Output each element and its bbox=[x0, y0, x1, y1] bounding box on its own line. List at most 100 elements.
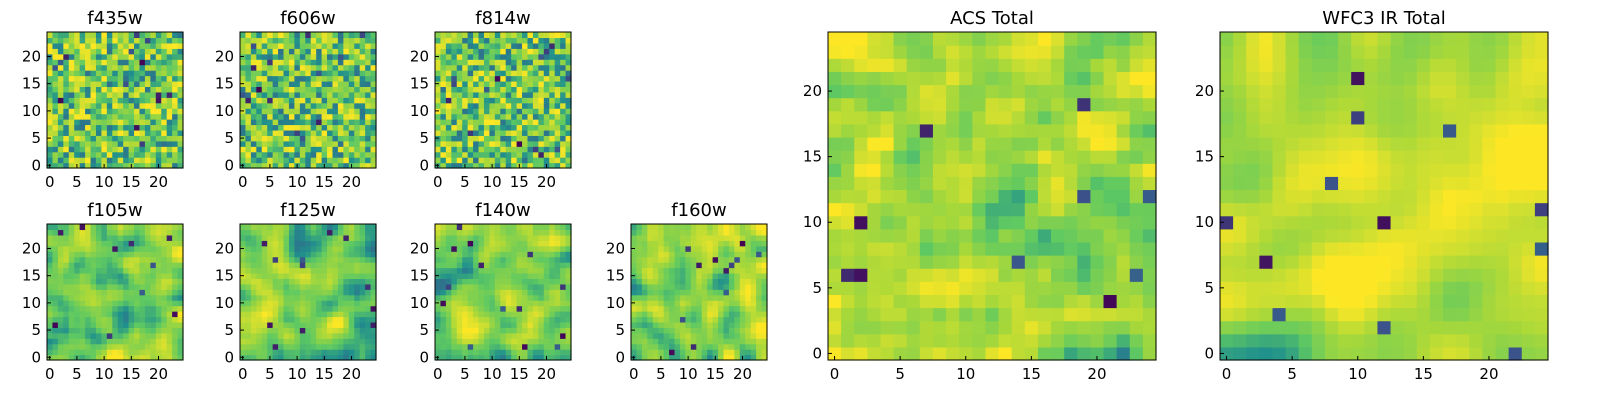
heatmap-cell bbox=[473, 229, 480, 236]
heatmap-cell bbox=[52, 129, 59, 136]
heatmap-cell bbox=[456, 278, 463, 285]
heatmap-cell bbox=[435, 97, 442, 104]
y-tick-label: 0 bbox=[419, 348, 429, 366]
heatmap-cell bbox=[166, 278, 173, 285]
heatmap-cell bbox=[365, 229, 372, 236]
heatmap-cell bbox=[123, 70, 130, 77]
heatmap-cell bbox=[543, 338, 550, 345]
heatmap-cell bbox=[337, 146, 344, 153]
heatmap-cell bbox=[483, 311, 490, 318]
heatmap-cell bbox=[74, 262, 81, 269]
heatmap-cell bbox=[321, 151, 328, 158]
heatmap-cell bbox=[117, 262, 124, 269]
heatmap-cell bbox=[527, 316, 534, 323]
heatmap-cell bbox=[456, 349, 463, 356]
heatmap-cell bbox=[150, 300, 157, 307]
heatmap-cell bbox=[316, 135, 323, 142]
heatmap-cell bbox=[359, 42, 366, 49]
heatmap-cell bbox=[451, 321, 458, 328]
heatmap-cell bbox=[117, 108, 124, 115]
heatmap-cell bbox=[63, 124, 70, 131]
heatmap-cell bbox=[500, 140, 507, 147]
heatmap-cell bbox=[272, 102, 279, 109]
heatmap-cell bbox=[538, 289, 545, 296]
heatmap-cell bbox=[435, 119, 442, 126]
heatmap-cell bbox=[516, 234, 523, 241]
heatmap-cell bbox=[505, 70, 512, 77]
heatmap-cell bbox=[462, 32, 469, 39]
heatmap-cell bbox=[272, 338, 279, 345]
heatmap-cell bbox=[500, 354, 507, 361]
heatmap-cell bbox=[294, 37, 301, 44]
heatmap-cell bbox=[327, 53, 334, 60]
heatmap-cell bbox=[267, 124, 274, 131]
heatmap-cell bbox=[1142, 346, 1157, 361]
heatmap-cell bbox=[554, 75, 561, 82]
heatmap-cell bbox=[739, 272, 746, 279]
heatmap-cell bbox=[354, 338, 361, 345]
heatmap-cell bbox=[734, 332, 741, 339]
heatmap-cell bbox=[267, 59, 274, 66]
heatmap-cell bbox=[79, 97, 86, 104]
heatmap-cell bbox=[538, 70, 545, 77]
heatmap-cell bbox=[155, 262, 162, 269]
heatmap-cell bbox=[327, 354, 334, 361]
heatmap-cell bbox=[538, 75, 545, 82]
heatmap-cell bbox=[745, 251, 752, 258]
heatmap-cell bbox=[256, 349, 263, 356]
heatmap-cell bbox=[47, 48, 54, 55]
heatmap-cell bbox=[332, 240, 339, 247]
heatmap-cell bbox=[294, 113, 301, 120]
heatmap-cell bbox=[494, 294, 501, 301]
heatmap-cell bbox=[972, 163, 987, 177]
heatmap-cell bbox=[543, 294, 550, 301]
heatmap-cell bbox=[316, 42, 323, 49]
heatmap-cell bbox=[316, 113, 323, 120]
heatmap-cell bbox=[745, 229, 752, 236]
heatmap-cell bbox=[343, 311, 350, 318]
heatmap-cell bbox=[734, 316, 741, 323]
heatmap-cell bbox=[1090, 294, 1105, 309]
heatmap-cell bbox=[522, 59, 529, 66]
heatmap-cell bbox=[310, 311, 317, 318]
heatmap-cell bbox=[489, 289, 496, 296]
heatmap-cell bbox=[144, 64, 151, 71]
heatmap-cell bbox=[261, 86, 268, 93]
heatmap-cell bbox=[718, 338, 725, 345]
heatmap-cell bbox=[707, 278, 714, 285]
heatmap-cell bbox=[283, 332, 290, 339]
heatmap-cell bbox=[332, 113, 339, 120]
heatmap-cell bbox=[1051, 215, 1065, 230]
heatmap-cell bbox=[68, 349, 75, 356]
heatmap-cell bbox=[489, 240, 496, 247]
heatmap-cell bbox=[440, 332, 447, 339]
heatmap-cell bbox=[327, 64, 334, 71]
heatmap-cell bbox=[332, 70, 339, 77]
heatmap-cell bbox=[354, 113, 361, 120]
heatmap-cell bbox=[494, 119, 501, 126]
heatmap-cell bbox=[343, 349, 350, 356]
heatmap-cell bbox=[283, 108, 290, 115]
heatmap-cell bbox=[511, 321, 518, 328]
heatmap-cell bbox=[299, 343, 306, 350]
heatmap-cell bbox=[74, 102, 81, 109]
heatmap-cell bbox=[316, 316, 323, 323]
heatmap-cell bbox=[90, 129, 97, 136]
heatmap-cell bbox=[47, 316, 54, 323]
heatmap-cell bbox=[144, 321, 151, 328]
heatmap-cell bbox=[696, 245, 703, 252]
heatmap-cell bbox=[696, 240, 703, 247]
heatmap-cell bbox=[321, 267, 328, 274]
heatmap-cell bbox=[467, 262, 474, 269]
heatmap-cell bbox=[451, 338, 458, 345]
heatmap-cell bbox=[641, 272, 648, 279]
heatmap-cell bbox=[150, 289, 157, 296]
heatmap-cell bbox=[707, 229, 714, 236]
heatmap-cell bbox=[95, 146, 102, 153]
heatmap-cell bbox=[256, 332, 263, 339]
heatmap-cell bbox=[288, 48, 295, 55]
heatmap-cell bbox=[527, 53, 534, 60]
heatmap-cell bbox=[685, 300, 692, 307]
heatmap-cell bbox=[723, 262, 730, 269]
heatmap-cell bbox=[106, 240, 113, 247]
